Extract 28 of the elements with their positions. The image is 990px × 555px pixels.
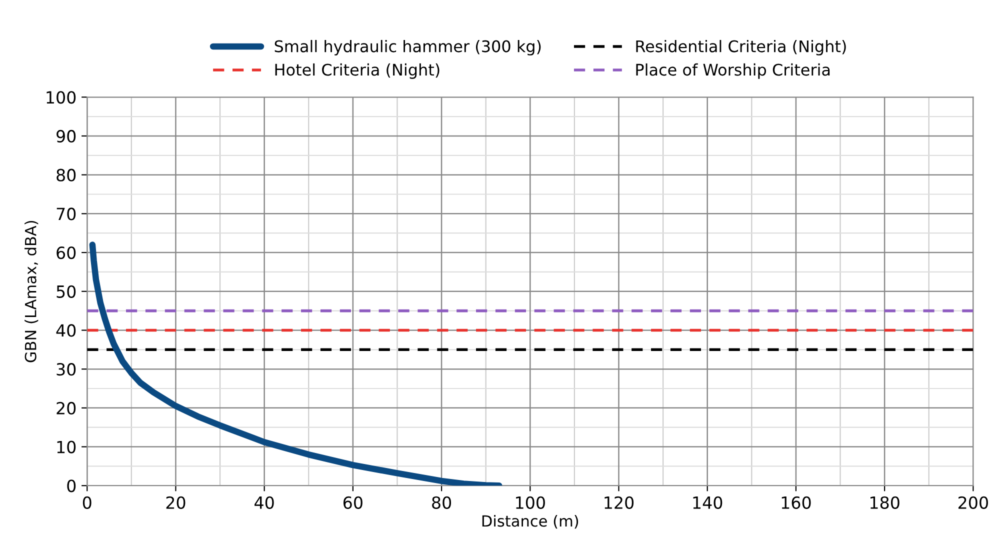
x-axis-title: Distance (m): [482, 514, 578, 529]
y-axis-title: GBN (LAmax, dBA): [24, 220, 38, 362]
legend-label: Residential Criteria (Night): [636, 40, 846, 56]
x-tick-label: 200: [958, 496, 988, 509]
x-tick-label: 20: [166, 496, 186, 509]
y-tick-label: 90: [56, 130, 76, 143]
x-tick-label: 120: [604, 496, 634, 509]
x-tick-label: 180: [870, 496, 900, 509]
y-tick-label: 20: [56, 402, 76, 414]
x-tick-label: 160: [782, 496, 811, 509]
x-tick-label: 0: [82, 496, 92, 509]
x-tick-label: 140: [693, 496, 722, 509]
y-tick-label: 0: [67, 480, 76, 492]
y-tick-label: 100: [46, 91, 76, 104]
legend-label: Hotel Criteria (Night): [275, 63, 440, 79]
x-tick-label: 40: [254, 496, 274, 509]
x-tick-label: 80: [432, 496, 452, 509]
y-tick-label: 40: [56, 324, 76, 337]
x-tick-label: 60: [343, 496, 362, 509]
y-tick-label: 60: [56, 246, 76, 260]
y-tick-label: 50: [56, 285, 76, 298]
legend-label: Place of Worship Criteria: [636, 63, 830, 79]
x-tick-label: 100: [516, 496, 545, 509]
y-tick-label: 30: [56, 363, 76, 376]
y-tick-label: 80: [56, 168, 76, 182]
y-tick-label: 70: [56, 208, 76, 220]
legend-label: Small hydraulic hammer (300 kg): [274, 40, 541, 56]
y-tick-label: 10: [57, 440, 76, 454]
